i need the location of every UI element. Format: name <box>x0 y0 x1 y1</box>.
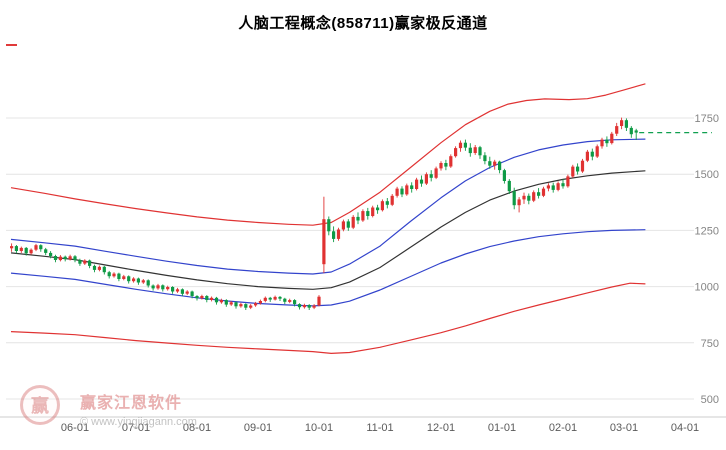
channel-line-lower-mid-blue <box>10 229 646 307</box>
logo-character: 赢 <box>31 396 49 416</box>
channel-line-upper-rail-red <box>10 83 646 226</box>
brand-name: 赢家江恩软件 <box>80 395 183 412</box>
svg-text:08-01: 08-01 <box>183 422 211 434</box>
svg-text:1500: 1500 <box>695 169 719 181</box>
svg-text:1250: 1250 <box>695 225 719 237</box>
top-left-tick-mark <box>6 44 17 46</box>
channel-line-middle-black <box>10 170 646 290</box>
candlesticks <box>10 117 638 310</box>
svg-text:1750: 1750 <box>695 113 719 125</box>
svg-text:02-01: 02-01 <box>549 422 577 434</box>
svg-text:500: 500 <box>701 394 719 406</box>
y-axis-labels: 1750 1500 1250 1000 750 500 <box>695 113 719 406</box>
watermark: 赢 赢家江恩软件 © www.yingjiagann.com <box>20 385 197 428</box>
svg-text:01-01: 01-01 <box>488 422 516 434</box>
svg-text:10-01: 10-01 <box>305 422 333 434</box>
svg-text:12-01: 12-01 <box>427 422 455 434</box>
svg-text:09-01: 09-01 <box>244 422 272 434</box>
watermark-text: 赢家江恩软件 © www.yingjiagann.com <box>80 389 197 428</box>
svg-text:11-01: 11-01 <box>366 422 393 434</box>
channel-line-upper-mid-blue <box>10 138 646 275</box>
grid-lines <box>6 117 694 400</box>
svg-text:03-01: 03-01 <box>610 422 638 434</box>
brand-url: © www.yingjiagann.com <box>80 416 197 428</box>
svg-text:750: 750 <box>701 338 719 350</box>
chart-title: 人脑工程概念(858711)赢家极反通道 <box>238 15 488 32</box>
svg-text:06-01: 06-01 <box>61 422 89 434</box>
channel-line-lower-rail-red <box>10 282 646 354</box>
x-axis-labels: 06-01 07-01 08-01 09-01 10-01 11-01 12-01 01-01… <box>61 422 699 434</box>
svg-text:07-01: 07-01 <box>122 422 150 434</box>
svg-text:04-01: 04-01 <box>671 422 699 434</box>
brand-logo-icon: 赢 <box>20 385 60 425</box>
svg-text:1000: 1000 <box>695 282 719 294</box>
